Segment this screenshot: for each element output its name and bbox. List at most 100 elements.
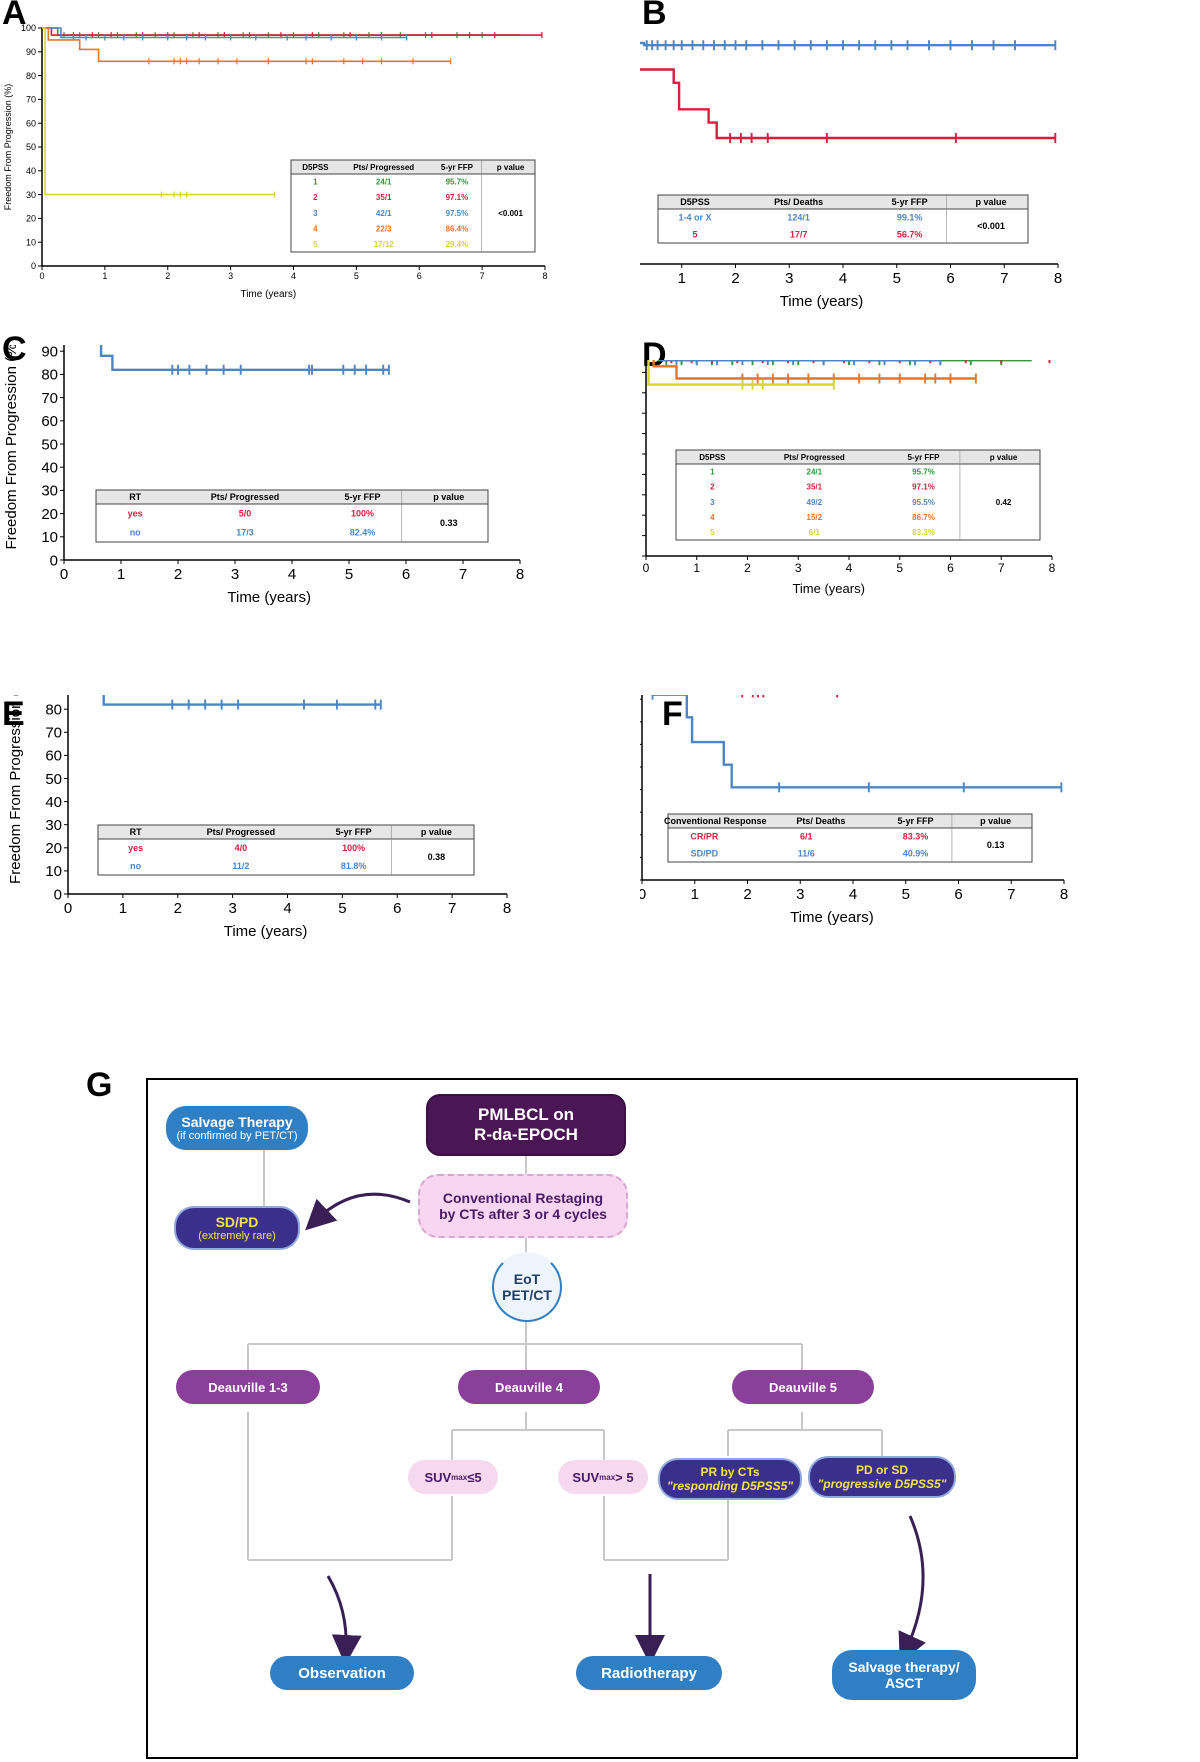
x-tick-label: 4 bbox=[291, 271, 296, 281]
suv-le5-tail: ≤5 bbox=[467, 1469, 482, 1485]
legend-table-header: Pts/ Progressed bbox=[207, 827, 276, 837]
legend-table-cell: 83.3% bbox=[912, 528, 935, 537]
x-tick-label: 6 bbox=[954, 886, 962, 903]
y-axis-label: Freedom From Progression (%) bbox=[3, 345, 20, 549]
y-tick-label: 20 bbox=[41, 506, 58, 523]
x-tick-label: 6 bbox=[947, 561, 954, 575]
panel-label-c: C bbox=[2, 330, 27, 368]
y-tick-label: 20 bbox=[45, 840, 62, 857]
legend-table-cell: 99.1% bbox=[897, 213, 923, 223]
y-tick-label: 100 bbox=[21, 23, 36, 33]
x-tick-label: 3 bbox=[795, 561, 802, 575]
legend-table-cell: 22/3 bbox=[376, 224, 392, 233]
legend-table-cell: yes bbox=[128, 509, 143, 519]
y-tick-label: 40 bbox=[45, 794, 62, 811]
x-tick-label: 8 bbox=[1060, 886, 1068, 903]
y-tick-label: 40 bbox=[41, 459, 58, 476]
legend-table-header: Pts/ Deaths bbox=[796, 816, 845, 826]
legend-table-cell: 1 bbox=[710, 467, 715, 476]
x-tick-label: 2 bbox=[731, 270, 739, 287]
x-tick-label: 2 bbox=[174, 900, 182, 917]
series-line-5 bbox=[42, 27, 275, 196]
series-line-3 bbox=[42, 27, 407, 39]
x-tick-label: 4 bbox=[288, 566, 296, 583]
pd-line1: PD or SD bbox=[855, 1463, 908, 1477]
y-tick-label: 90 bbox=[41, 345, 58, 360]
legend-table-header: p value bbox=[497, 163, 525, 172]
pr-line2: "responding D5PSS5" bbox=[666, 1479, 794, 1493]
salvage-asct-node: Salvage therapy/ ASCT bbox=[832, 1650, 976, 1700]
x-axis-label: Time (years) bbox=[780, 293, 864, 310]
x-tick-label: 8 bbox=[542, 271, 547, 281]
suv-le5-main: SUV bbox=[424, 1469, 452, 1485]
x-tick-label: 5 bbox=[345, 566, 353, 583]
legend-table-border bbox=[675, 449, 1041, 541]
pmlbcl-line2: R-da-EPOCH bbox=[474, 1125, 578, 1144]
x-tick-label: 5 bbox=[338, 900, 346, 917]
legend-table-cell: 29.4% bbox=[446, 240, 469, 249]
series-line-4 bbox=[652, 360, 976, 380]
y-tick-label: 60 bbox=[45, 748, 62, 765]
salvage-asct-line2: ASCT bbox=[884, 1675, 924, 1691]
radiotherapy-node: Radiotherapy bbox=[576, 1656, 722, 1690]
observation-label: Observation bbox=[298, 1664, 386, 1682]
x-tick-label: 3 bbox=[796, 886, 804, 903]
legend-table-border bbox=[290, 159, 536, 253]
legend-table-cell: 82.4% bbox=[350, 528, 376, 538]
x-axis-label: Time (years) bbox=[227, 589, 311, 606]
deauville-5-node: Deauville 5 bbox=[732, 1370, 874, 1404]
legend-table-cell: no bbox=[130, 861, 141, 871]
deauville-5-label: Deauville 5 bbox=[769, 1379, 837, 1395]
x-tick-label: 5 bbox=[902, 886, 910, 903]
series-line-SD-PD bbox=[651, 695, 1062, 789]
legend-table-pvalue: <0.001 bbox=[977, 221, 1005, 231]
legend-table-header: Pts/ Progressed bbox=[784, 453, 845, 462]
legend-table-header: 5-yr FFP bbox=[441, 163, 474, 172]
eot-line2: PET/CT bbox=[502, 1287, 552, 1303]
x-tick-label: 0 bbox=[60, 566, 68, 583]
x-axis-label: Time (years) bbox=[792, 581, 864, 596]
legend-table-header-bg bbox=[97, 824, 475, 840]
y-tick-label: 40 bbox=[26, 166, 36, 176]
x-axis-label: Time (years) bbox=[790, 909, 874, 926]
legend-table-header-bg bbox=[667, 813, 1033, 829]
panel-label-g: G bbox=[86, 1066, 113, 1104]
eot-line1: EoT bbox=[513, 1271, 541, 1287]
legend-table-cell: 5 bbox=[313, 240, 318, 249]
x-tick-label: 4 bbox=[849, 886, 857, 903]
sdpd-label: SD/PD bbox=[215, 1214, 259, 1230]
pd-line2: "progressive D5PSS5" bbox=[817, 1477, 947, 1491]
legend-table-header: RT bbox=[129, 492, 141, 502]
series-line-4 bbox=[42, 27, 451, 63]
x-tick-label: 2 bbox=[743, 886, 751, 903]
legend-table-cell: 17/12 bbox=[374, 240, 395, 249]
panel-label-a: A bbox=[2, 0, 27, 32]
y-tick-label: 10 bbox=[26, 237, 36, 247]
legend-table-cell: 95.7% bbox=[446, 178, 469, 187]
x-tick-label: 8 bbox=[516, 566, 524, 583]
y-tick-label: 90 bbox=[26, 47, 36, 57]
legend-table-cell: 4 bbox=[313, 224, 318, 233]
pr-line1: PR by CTs bbox=[700, 1465, 760, 1479]
pmlbcl-node: PMLBCL on R-da-EPOCH bbox=[426, 1094, 626, 1156]
legend-table-cell: 11/2 bbox=[232, 861, 249, 871]
suv-gt5-tail: > 5 bbox=[615, 1469, 634, 1485]
salvage-therapy-note: (if confirmed by PET/CT) bbox=[176, 1130, 298, 1142]
x-tick-label: 3 bbox=[228, 900, 236, 917]
y-tick-label: 50 bbox=[41, 436, 58, 453]
x-tick-label: 0 bbox=[643, 561, 650, 575]
radiotherapy-label: Radiotherapy bbox=[601, 1664, 697, 1682]
y-tick-label: 0 bbox=[31, 261, 36, 271]
x-tick-label: 5 bbox=[893, 270, 901, 287]
x-tick-label: 6 bbox=[393, 900, 401, 917]
legend-table-pvalue: 0.33 bbox=[440, 518, 458, 528]
x-tick-label: 2 bbox=[744, 561, 751, 575]
series-line-no bbox=[99, 345, 389, 371]
legend-table-cell: 15/2 bbox=[807, 513, 823, 522]
legend-table-cell: SD/PD bbox=[691, 849, 719, 859]
y-tick-label: 20 bbox=[26, 214, 36, 224]
x-tick-label: 2 bbox=[165, 271, 170, 281]
legend-table-cell: 5 bbox=[710, 528, 715, 537]
